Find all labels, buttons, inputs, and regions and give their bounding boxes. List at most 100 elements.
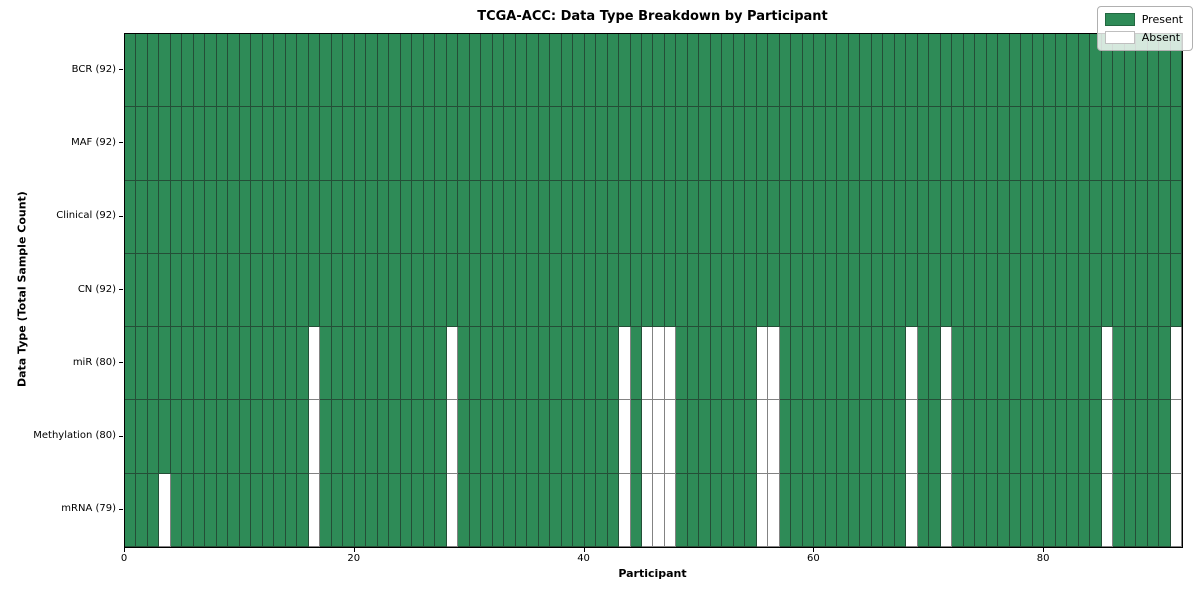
heatmap-cell [906,180,918,254]
heatmap-cell [699,34,711,108]
x-tick-label: 60 [806,553,820,564]
heatmap-cell [251,107,263,181]
heatmap-cell [423,253,436,328]
heatmap-cell [320,107,332,181]
heatmap-cell [975,34,987,108]
heatmap-cell [320,34,332,108]
heatmap-cell [481,327,493,401]
heatmap-cell [1090,180,1102,254]
heatmap-cell [917,107,930,181]
heatmap-cell [929,107,941,181]
heatmap-cell [331,180,344,254]
heatmap-cell [125,34,137,108]
heatmap-cell [710,253,723,328]
heatmap-cell [906,400,918,474]
heatmap-cell [216,253,229,328]
heatmap-cell [481,34,493,108]
heatmap-cell [1170,107,1182,181]
heatmap-cell [354,327,367,401]
heatmap-cell [193,107,206,181]
heatmap-cell [435,327,447,401]
heatmap-cell [756,327,769,401]
heatmap-cell [481,107,493,181]
chart-title: TCGA-ACC: Data Type Breakdown by Partici… [477,9,828,24]
heatmap-cell [538,180,551,254]
heatmap-cell [871,400,884,474]
heatmap-cell [573,253,585,328]
heatmap-cell [986,180,999,254]
x-tick-label: 40 [577,553,590,564]
heatmap-cell [642,107,654,181]
heatmap-cell [285,107,298,181]
heatmap-cell [297,400,309,474]
heatmap-cell [504,473,516,547]
heatmap-cell [642,327,654,401]
heatmap-cell [400,34,413,108]
heatmap-cell [228,253,240,328]
heatmap-cell [377,253,390,328]
heatmap-cell [1124,327,1137,401]
heatmap-cell [469,34,482,108]
heatmap-cell [170,107,183,181]
heatmap-cell [125,180,137,254]
heatmap-cell [975,327,987,401]
heatmap-cell [469,107,482,181]
heatmap-cell [917,327,930,401]
heatmap-cell [1147,107,1160,181]
heatmap-cell [228,400,240,474]
heatmap-cell [837,400,849,474]
heatmap-cell [159,327,171,401]
heatmap-cell [274,400,286,474]
heatmap-cell [354,253,367,328]
heatmap-cell [458,400,470,474]
heatmap-cell [527,400,539,474]
heatmap-cell [515,34,528,108]
heatmap-cell [1101,34,1114,108]
heatmap-cell [1055,34,1068,108]
heatmap-cell [929,400,941,474]
heatmap-cell [676,253,688,328]
heatmap-cell [940,107,953,181]
heatmap-cell [1090,253,1102,328]
heatmap-cell [814,180,826,254]
heatmap-cell [1009,327,1022,401]
heatmap-cell [561,107,574,181]
heatmap-cell [205,180,217,254]
heatmap-cell [389,107,401,181]
heatmap-cell [354,107,367,181]
heatmap-cell [860,400,872,474]
heatmap-cell [676,327,688,401]
heatmap-cell [389,400,401,474]
heatmap-cell [791,400,803,474]
y-tick-label: Methylation (80) [33,430,116,442]
heatmap-cell [998,180,1010,254]
heatmap-cell [228,473,240,547]
heatmap-cell [871,34,884,108]
heatmap-cell [285,473,298,547]
heatmap-cell [642,34,654,108]
heatmap-cell [607,34,620,108]
heatmap-cell [837,253,849,328]
heatmap-cell [619,180,631,254]
heatmap-cell [389,327,401,401]
heatmap-cell [170,473,183,547]
heatmap-cell [412,327,424,401]
heatmap-cell [687,107,700,181]
heatmap-cell [710,34,723,108]
heatmap-cell [308,34,321,108]
heatmap-cell [1113,473,1125,547]
heatmap-cell [412,107,424,181]
heatmap-cell [504,253,516,328]
heatmap-cell [458,107,470,181]
heatmap-cell [423,180,436,254]
heatmap-cell [492,327,505,401]
heatmap-cell [883,107,895,181]
heatmap-cell [837,473,849,547]
y-tick-mark [119,362,123,364]
heatmap-cell [239,253,252,328]
heatmap-cell [630,253,642,328]
heatmap-cell [251,253,263,328]
y-tick-label: miR (80) [72,356,116,368]
heatmap-cell [779,473,792,547]
